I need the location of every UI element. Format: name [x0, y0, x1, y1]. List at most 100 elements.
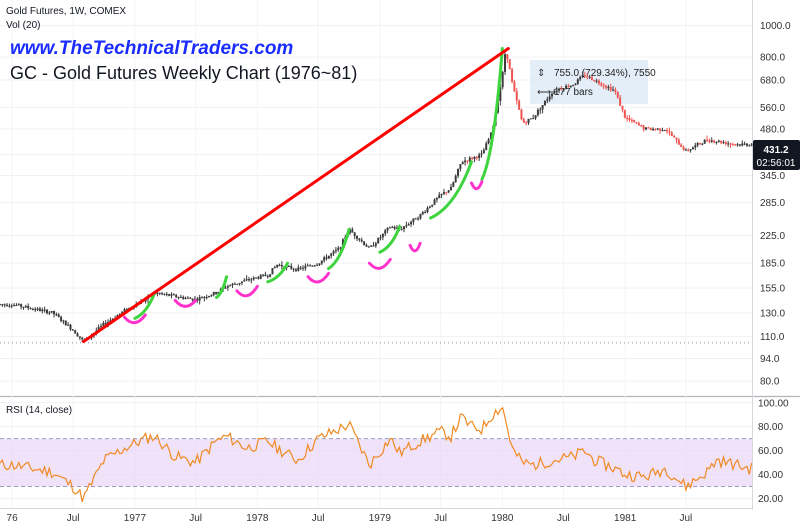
candle-body — [541, 104, 544, 110]
rally-highlight — [378, 225, 402, 254]
candle-body — [602, 85, 605, 87]
candle-body — [280, 265, 283, 267]
candle-body — [337, 247, 340, 250]
time-tick-label: 76 — [7, 513, 19, 524]
candle-body — [433, 199, 436, 205]
price-tick-label: 80.0 — [760, 377, 780, 388]
candle-body — [729, 143, 732, 145]
candle-body — [457, 168, 460, 176]
candle-body — [468, 157, 471, 162]
time-tick-label: Jul — [189, 513, 202, 524]
candle-body — [440, 193, 443, 195]
candle-body — [365, 245, 368, 247]
candle-body — [196, 298, 199, 301]
trendline[interactable] — [82, 47, 510, 344]
price-badge — [753, 140, 800, 170]
candle-body — [276, 264, 279, 268]
candle-body — [673, 135, 676, 138]
candle-body — [499, 87, 502, 101]
candle-body — [311, 265, 314, 267]
candle-body — [191, 298, 194, 301]
candle-body — [715, 141, 718, 143]
rsi-tick-label: 20.00 — [758, 494, 783, 505]
candle-body — [410, 221, 413, 225]
measure-arrow-icon: ⇕ — [537, 68, 545, 79]
candle-body — [680, 144, 683, 148]
candle-body — [287, 265, 290, 267]
candle-body — [590, 76, 593, 81]
candle-body — [339, 247, 342, 249]
candle-body — [694, 145, 697, 148]
candle-body — [548, 96, 551, 100]
candle-body — [666, 130, 669, 132]
candle-body — [229, 285, 232, 287]
candle-body — [163, 293, 166, 295]
candle-body — [670, 132, 673, 136]
candle-body — [407, 224, 410, 226]
candle-body — [292, 268, 295, 270]
candle-body — [118, 313, 121, 316]
candle-body — [562, 89, 565, 91]
candle-body — [724, 142, 727, 144]
candle-body — [588, 76, 591, 78]
candle-body — [8, 305, 11, 307]
candle-body — [358, 238, 361, 240]
candle-body — [74, 330, 77, 334]
candle-body — [15, 305, 18, 307]
candle-body — [320, 260, 323, 264]
candle-body — [318, 263, 321, 265]
price-tick-label: 110.0 — [760, 332, 785, 343]
time-axis-labels[interactable]: 76 Jul 1977 Jul 1978 Jul 1979 Jul 1980 Jul 1981 Jul — [7, 513, 693, 524]
candle-body — [473, 156, 476, 159]
price-gridlines — [0, 0, 752, 508]
candle-body — [226, 286, 229, 288]
candle-body — [435, 197, 438, 200]
rally-highlight — [327, 227, 351, 271]
candle-body — [393, 226, 396, 229]
rsi-label: RSI (14, close) — [6, 405, 72, 416]
rally-highlight — [266, 261, 290, 284]
candle-body — [379, 237, 382, 239]
candle-body — [238, 282, 241, 284]
candle-body — [656, 128, 659, 130]
candle-body — [518, 100, 521, 110]
candle-body — [370, 245, 373, 247]
rsi-line[interactable] — [0, 406, 753, 503]
candle-body — [553, 90, 556, 94]
candle-body — [278, 264, 281, 266]
candle-body — [179, 296, 182, 298]
candle-body — [53, 311, 56, 315]
candle-body — [419, 214, 422, 219]
candle-body — [121, 311, 124, 314]
rsi-axis-labels[interactable]: 100.00 80.00 60.00 40.00 20.00 — [758, 398, 789, 505]
candle-body — [414, 218, 417, 220]
candle-body — [304, 266, 307, 269]
base-highlight — [367, 257, 392, 270]
candle-body — [309, 265, 312, 267]
candle-body — [689, 149, 692, 151]
price-tick-label: 1000.0 — [760, 21, 791, 32]
candle-body — [31, 309, 34, 311]
candle-body — [621, 105, 624, 110]
price-tick-label: 285.0 — [760, 198, 785, 209]
candle-body — [504, 54, 507, 72]
rally-highlight — [480, 47, 504, 182]
candle-body — [203, 297, 206, 299]
candle-body — [3, 304, 6, 306]
candle-body — [252, 277, 255, 280]
candle-body — [156, 292, 159, 294]
base-highlight — [235, 284, 259, 298]
candle-body — [224, 287, 227, 289]
candle-body — [294, 269, 297, 271]
rsi-tick-label: 60.00 — [758, 446, 783, 457]
candle-body — [659, 128, 662, 131]
candle-body — [353, 232, 356, 237]
time-tick-label: 1981 — [614, 513, 637, 524]
price-axis-labels[interactable]: 1000.0800.0680.0560.0480.0400.0345.0285.… — [760, 21, 791, 388]
candle-body — [111, 318, 114, 321]
candle-body — [102, 322, 105, 326]
price-tick-label: 345.0 — [760, 171, 785, 182]
candle-body — [297, 267, 300, 271]
candle-body — [616, 91, 619, 98]
